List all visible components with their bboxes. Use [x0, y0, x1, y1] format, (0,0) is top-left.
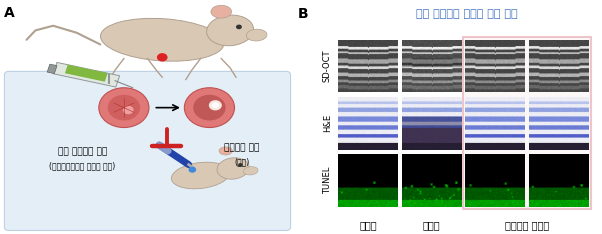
Text: 펩타이드 투여군: 펩타이드 투여군	[504, 220, 549, 230]
Circle shape	[236, 25, 242, 29]
Text: 건성 황반변성 유도: 건성 황반변성 유도	[58, 148, 107, 157]
Circle shape	[188, 167, 196, 173]
Text: 대조군: 대조군	[423, 220, 440, 230]
Text: 펩타이드 처리: 펩타이드 처리	[224, 143, 259, 152]
Text: H&E: H&E	[323, 114, 332, 132]
Ellipse shape	[101, 18, 224, 61]
Text: B: B	[298, 7, 309, 21]
Text: 건성 황반변성 마우스 모델 실험: 건성 황반변성 마우스 모델 실험	[416, 9, 518, 19]
Text: TUNEL: TUNEL	[323, 167, 332, 194]
Circle shape	[193, 95, 226, 121]
Ellipse shape	[219, 147, 232, 155]
FancyBboxPatch shape	[4, 71, 291, 230]
Circle shape	[184, 88, 235, 128]
Ellipse shape	[211, 5, 232, 18]
Bar	[47, 64, 57, 73]
Bar	[65, 65, 108, 82]
Text: 정상군: 정상군	[359, 220, 377, 230]
Text: (요오드산나트륨 복강내 주사): (요오드산나트륨 복강내 주사)	[49, 162, 116, 171]
Text: SD-OCT: SD-OCT	[323, 50, 332, 82]
Circle shape	[212, 102, 219, 108]
Circle shape	[108, 95, 140, 121]
Circle shape	[209, 100, 222, 110]
Ellipse shape	[206, 15, 253, 46]
Circle shape	[157, 53, 167, 62]
Text: (점안): (점안)	[234, 157, 249, 166]
Ellipse shape	[172, 162, 230, 189]
Ellipse shape	[246, 29, 267, 41]
Ellipse shape	[217, 158, 249, 179]
Circle shape	[123, 106, 134, 114]
Circle shape	[238, 163, 243, 167]
Ellipse shape	[243, 167, 258, 175]
Bar	[462, 37, 591, 209]
Bar	[53, 62, 120, 87]
Text: A: A	[4, 6, 15, 20]
Circle shape	[99, 88, 149, 128]
